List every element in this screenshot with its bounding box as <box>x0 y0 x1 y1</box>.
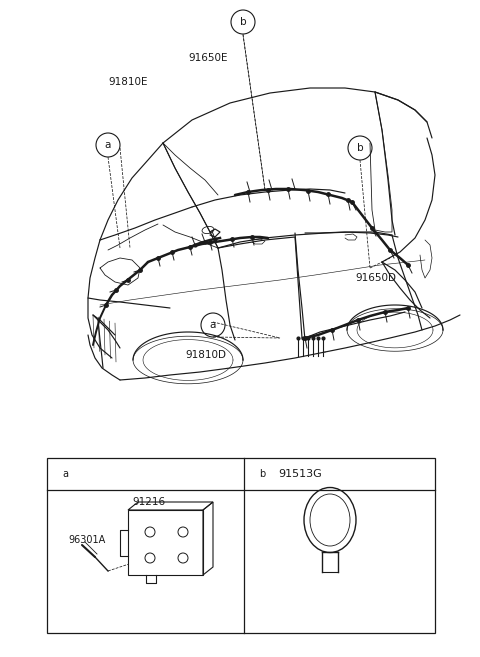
Text: a: a <box>210 320 216 330</box>
Text: a: a <box>105 140 111 150</box>
Text: 96301A: 96301A <box>68 535 105 545</box>
Text: 91216: 91216 <box>132 497 165 507</box>
Text: 91810D: 91810D <box>185 350 226 360</box>
Text: b: b <box>240 17 246 27</box>
Text: a: a <box>62 469 68 479</box>
Text: b: b <box>259 469 265 479</box>
Text: 91513G: 91513G <box>278 469 322 479</box>
Text: 91810E: 91810E <box>108 77 147 87</box>
Text: b: b <box>357 143 363 153</box>
Text: 91650D: 91650D <box>355 273 396 283</box>
FancyBboxPatch shape <box>47 458 435 633</box>
FancyBboxPatch shape <box>128 510 203 575</box>
Text: 91650E: 91650E <box>188 53 228 63</box>
